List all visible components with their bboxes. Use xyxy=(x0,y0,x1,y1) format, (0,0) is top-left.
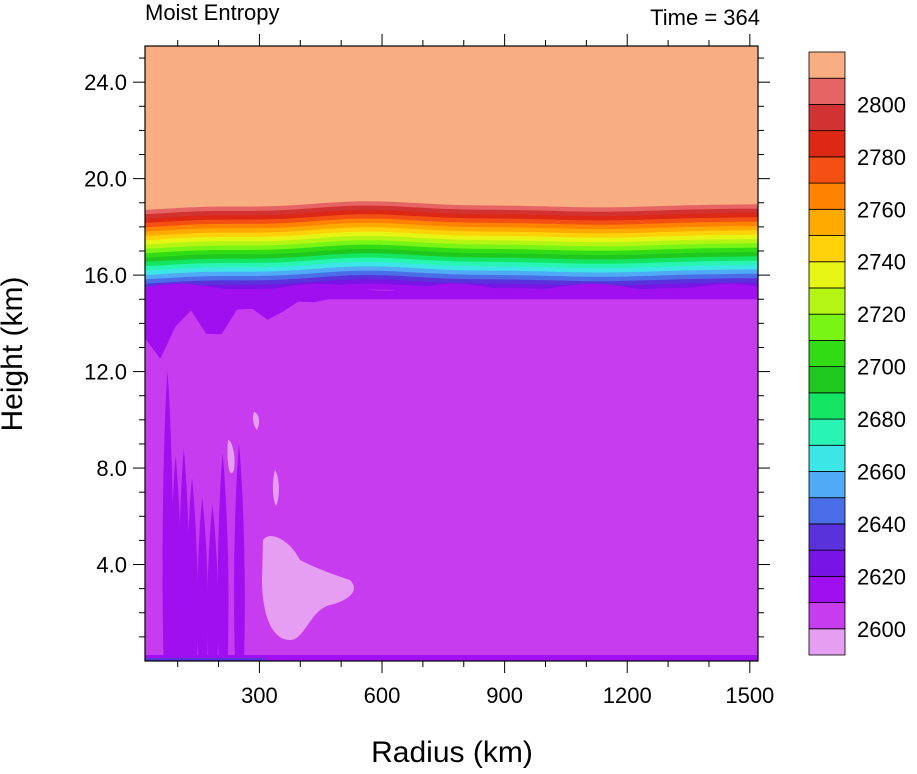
colorbar-box xyxy=(808,523,846,551)
x-tick-label: 300 xyxy=(241,683,278,708)
x-tick-labels: 300 600 900 1200 1500 xyxy=(241,683,774,708)
colorbar-box xyxy=(808,235,846,263)
convective-plume xyxy=(197,497,209,661)
light-pocket xyxy=(253,412,260,430)
colorbar-label: 2700 xyxy=(857,355,906,380)
light-pocket xyxy=(262,536,354,640)
colorbar-box xyxy=(808,156,846,184)
light-pocket xyxy=(227,440,235,474)
convective-plume xyxy=(170,456,182,661)
y-tick-label: 20.0 xyxy=(84,167,127,192)
colorbar-label: 2640 xyxy=(857,512,906,537)
axis-ticks xyxy=(133,34,770,673)
convective-plume xyxy=(187,477,198,661)
colorbar-box xyxy=(808,130,846,158)
x-tick-label: 1200 xyxy=(603,683,652,708)
upper-region xyxy=(145,46,758,212)
colorbar-label: 2620 xyxy=(857,564,906,589)
x-tick-label: 600 xyxy=(364,683,401,708)
colorbar-label: 2720 xyxy=(857,302,906,327)
colorbar-box xyxy=(808,497,846,525)
convective-plume xyxy=(217,453,229,661)
colorbar-box xyxy=(808,418,846,446)
x-axis-title: Radius (km) xyxy=(371,736,533,769)
colorbar-box xyxy=(808,575,846,603)
colorbar-label: 2740 xyxy=(857,250,906,275)
y-tick-label: 16.0 xyxy=(84,263,127,288)
contour-field xyxy=(145,46,758,661)
colorbar-label: 2800 xyxy=(857,92,906,117)
y-tick-labels: 4.0 8.0 12.0 16.0 20.0 24.0 xyxy=(84,70,127,577)
y-tick-label: 4.0 xyxy=(96,553,127,578)
colorbar-label: 2660 xyxy=(857,459,906,484)
colorbar-labels: 2600 2620 2640 2660 2680 2700 2720 2740 2760 2780… xyxy=(857,92,906,641)
boundary-layer-core xyxy=(145,658,265,661)
colorbar-box xyxy=(808,549,846,577)
boundary-layer xyxy=(145,655,758,661)
colorbar-label: 2680 xyxy=(857,407,906,432)
y-axis-title: Height (km) xyxy=(0,276,29,431)
convective-plume xyxy=(178,448,190,661)
time-label: Time = 364 xyxy=(650,5,760,30)
convective-plume xyxy=(162,371,174,661)
chart-title: Moist Entropy xyxy=(145,0,280,25)
colorbar-label: 2760 xyxy=(857,197,906,222)
colorbar-box xyxy=(808,104,846,132)
x-tick-label: 900 xyxy=(486,683,523,708)
y-tick-label: 12.0 xyxy=(84,360,127,385)
y-tick-label: 8.0 xyxy=(96,456,127,481)
convective-plume xyxy=(207,504,219,661)
colorbar-label: 2600 xyxy=(857,617,906,642)
colorbar-box xyxy=(808,392,846,420)
colorbar-box xyxy=(808,51,846,79)
light-pocket xyxy=(272,470,279,506)
colorbar-box xyxy=(808,602,846,630)
colorbar xyxy=(808,51,846,656)
colorbar-box xyxy=(808,287,846,315)
colorbar-box xyxy=(808,208,846,236)
colorbar-box xyxy=(808,339,846,368)
colorbar-box xyxy=(808,444,846,472)
colorbar-box xyxy=(808,182,846,210)
plot-frame xyxy=(144,45,759,662)
x-tick-label: 1500 xyxy=(725,683,774,708)
colorbar-box xyxy=(808,366,846,394)
colorbar-box xyxy=(808,471,846,499)
colorbar-box xyxy=(808,313,846,341)
y-tick-label: 24.0 xyxy=(84,70,127,95)
colorbar-box xyxy=(808,628,846,656)
colorbar-box xyxy=(808,261,846,289)
colorbar-box xyxy=(808,77,846,105)
colorbar-label: 2780 xyxy=(857,145,906,170)
upper-purple-region xyxy=(145,283,758,359)
convective-plume xyxy=(234,443,245,661)
